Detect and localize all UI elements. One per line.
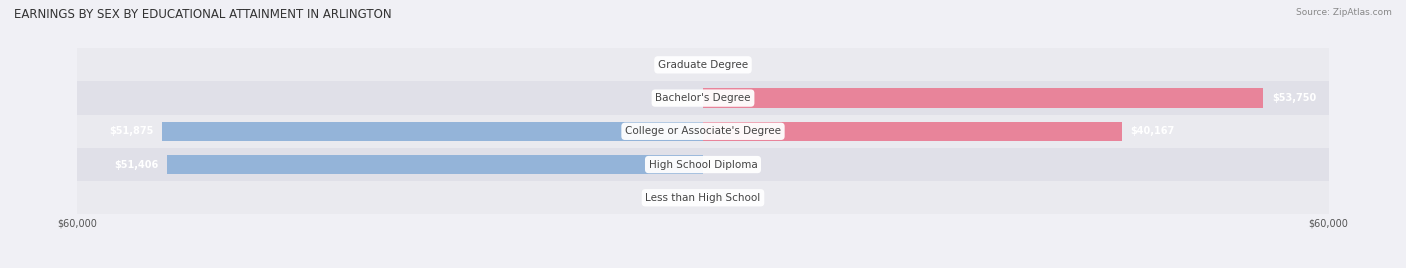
Text: $0: $0 — [678, 60, 690, 70]
Text: $0: $0 — [716, 159, 728, 170]
Bar — [703, 122, 1122, 141]
Bar — [77, 148, 1329, 181]
Text: $0: $0 — [716, 60, 728, 70]
Text: $40,167: $40,167 — [1130, 126, 1174, 136]
Text: $0: $0 — [716, 193, 728, 203]
Text: Graduate Degree: Graduate Degree — [658, 60, 748, 70]
Text: $51,406: $51,406 — [114, 159, 159, 170]
Bar — [77, 81, 1329, 115]
Text: $0: $0 — [678, 93, 690, 103]
Bar — [77, 181, 1329, 214]
Bar — [77, 115, 1329, 148]
Text: $51,875: $51,875 — [110, 126, 153, 136]
Bar — [77, 48, 1329, 81]
Bar — [162, 122, 703, 141]
Text: Bachelor's Degree: Bachelor's Degree — [655, 93, 751, 103]
Bar — [167, 155, 703, 174]
Text: EARNINGS BY SEX BY EDUCATIONAL ATTAINMENT IN ARLINGTON: EARNINGS BY SEX BY EDUCATIONAL ATTAINMEN… — [14, 8, 392, 21]
Text: Less than High School: Less than High School — [645, 193, 761, 203]
Text: College or Associate's Degree: College or Associate's Degree — [626, 126, 780, 136]
Bar — [703, 88, 1264, 108]
Text: $53,750: $53,750 — [1272, 93, 1316, 103]
Text: Source: ZipAtlas.com: Source: ZipAtlas.com — [1296, 8, 1392, 17]
Text: High School Diploma: High School Diploma — [648, 159, 758, 170]
Text: $0: $0 — [678, 193, 690, 203]
